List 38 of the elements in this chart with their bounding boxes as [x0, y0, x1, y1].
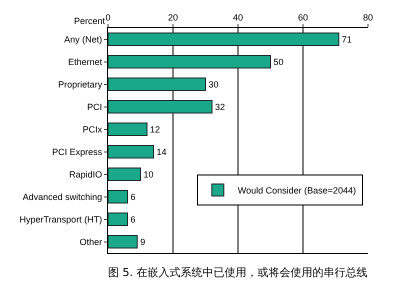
bar	[108, 122, 148, 136]
data-label: 12	[150, 124, 160, 134]
y-tick-label: HyperTransport (HT)	[20, 214, 102, 224]
y-tick-label: PCI Express	[52, 146, 103, 157]
data-label: 30	[208, 79, 219, 90]
y-tick-label: Proprietary	[58, 79, 103, 90]
bar	[108, 55, 271, 68]
bar	[108, 235, 138, 248]
data-label: 71	[342, 34, 352, 44]
x-tick-label: 20	[168, 12, 178, 22]
y-tick-label: Other	[80, 236, 102, 247]
bar	[108, 100, 212, 114]
legend-label: Would Consider (Base=2044)	[238, 186, 356, 196]
y-tick-label: PCIx	[82, 124, 103, 134]
data-label: 6	[130, 214, 136, 224]
y-tick-label: Advanced switching	[22, 192, 102, 202]
y-axis-title: Percent	[74, 16, 106, 26]
y-tick-label: Any (Net)	[64, 34, 102, 44]
x-tick-label: 80	[362, 12, 374, 22]
bar	[108, 168, 141, 181]
data-label: 9	[140, 236, 146, 247]
caption: 图 5. 在嵌入式系统中已使用，或将会使用的串行总线	[108, 266, 368, 279]
y-tick-label: PCI	[87, 102, 102, 112]
bar	[108, 190, 128, 204]
data-label: 10	[144, 169, 154, 180]
x-tick-label: 0	[105, 12, 111, 22]
data-label: 32	[215, 102, 226, 112]
bar	[108, 145, 154, 158]
bar	[108, 78, 206, 91]
y-tick-label: RapidIO	[69, 169, 102, 180]
x-tick-label: 40	[232, 12, 244, 22]
y-tick-label: Ethernet	[68, 56, 103, 67]
data-label: 50	[274, 56, 284, 67]
data-label: 14	[156, 146, 167, 157]
bar	[108, 32, 340, 46]
x-tick-label: 60	[298, 12, 308, 22]
bar	[108, 212, 128, 226]
data-label: 6	[130, 192, 136, 202]
